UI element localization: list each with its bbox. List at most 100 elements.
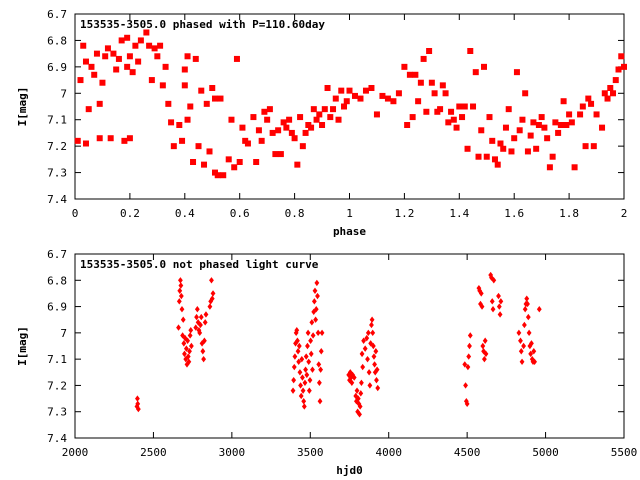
- data-point: [253, 159, 260, 165]
- x-tick-label: 1.2: [394, 207, 414, 220]
- data-point: [88, 63, 95, 70]
- data-point: [365, 355, 370, 363]
- data-point: [80, 42, 87, 49]
- data-point: [135, 400, 141, 408]
- data-point: [315, 329, 321, 337]
- data-point: [533, 145, 540, 152]
- data-point: [168, 119, 175, 126]
- data-point: [303, 353, 309, 360]
- data-point: [346, 87, 353, 94]
- data-point: [359, 350, 365, 358]
- data-point: [541, 124, 548, 131]
- data-point: [319, 122, 326, 128]
- y-axis-title: I[mag]: [16, 87, 29, 127]
- data-point: [124, 34, 131, 41]
- data-point: [318, 348, 324, 355]
- data-point: [295, 337, 300, 344]
- data-point: [312, 287, 318, 294]
- y-tick-label: 6.7: [47, 248, 67, 261]
- data-point: [233, 55, 240, 62]
- data-point: [305, 329, 311, 337]
- data-point: [298, 382, 303, 389]
- data-point: [165, 100, 172, 107]
- data-point: [303, 366, 308, 373]
- data-point: [521, 342, 527, 350]
- data-point: [478, 300, 483, 308]
- x-tick-label: 3500: [297, 446, 324, 459]
- data-point: [310, 366, 315, 373]
- data-point: [195, 143, 202, 150]
- data-point: [610, 90, 617, 97]
- data-point: [428, 79, 435, 86]
- data-point: [137, 37, 144, 44]
- x-tick-label: 1.6: [504, 207, 524, 220]
- data-point: [494, 161, 501, 168]
- data-point: [362, 87, 369, 94]
- data-point: [255, 127, 262, 134]
- data-point: [546, 164, 553, 171]
- data-point: [121, 137, 128, 144]
- data-point: [300, 387, 306, 394]
- data-point: [607, 85, 614, 91]
- data-point: [294, 161, 301, 168]
- data-point: [185, 337, 191, 344]
- data-point: [126, 135, 133, 142]
- data-point: [203, 100, 210, 107]
- data-point: [366, 369, 372, 376]
- data-point: [187, 332, 193, 339]
- data-point: [214, 172, 221, 179]
- data-point: [538, 114, 545, 121]
- data-point: [360, 363, 366, 371]
- x-axis-title: phase: [333, 225, 366, 238]
- data-point: [302, 129, 309, 136]
- data-point: [618, 53, 625, 60]
- data-point: [118, 37, 125, 44]
- data-point: [357, 411, 362, 418]
- x-tick-label: 4000: [375, 446, 402, 459]
- data-point: [181, 340, 187, 347]
- data-point: [353, 392, 359, 400]
- data-point: [209, 85, 216, 91]
- data-point: [536, 306, 542, 313]
- data-point: [500, 145, 507, 152]
- data-point: [579, 103, 586, 110]
- data-point: [296, 358, 302, 365]
- data-point: [162, 63, 169, 70]
- data-point: [552, 119, 559, 126]
- data-point: [129, 69, 136, 76]
- data-point: [481, 355, 487, 363]
- data-point: [187, 103, 194, 110]
- data-point: [313, 116, 320, 123]
- data-point: [318, 366, 324, 373]
- data-point: [102, 53, 109, 60]
- data-point: [463, 382, 468, 389]
- data-point: [368, 340, 374, 347]
- data-point: [599, 124, 606, 131]
- data-point: [300, 374, 305, 381]
- data-point: [198, 313, 204, 321]
- data-point: [532, 358, 537, 365]
- data-point: [478, 127, 485, 134]
- data-point: [298, 392, 304, 400]
- data-point: [82, 140, 89, 147]
- data-point: [338, 87, 345, 94]
- data-point: [311, 298, 317, 305]
- data-point: [231, 164, 238, 171]
- data-point: [107, 135, 114, 142]
- data-point: [519, 116, 526, 123]
- data-point: [316, 111, 323, 118]
- data-point: [374, 366, 380, 373]
- data-point: [324, 85, 331, 91]
- data-point: [301, 403, 307, 410]
- data-point: [286, 116, 293, 123]
- data-point: [508, 148, 515, 155]
- data-point: [527, 132, 534, 139]
- data-point: [375, 384, 381, 392]
- data-point: [187, 348, 192, 355]
- data-point: [194, 306, 200, 313]
- data-point: [308, 350, 314, 358]
- data-point: [555, 129, 562, 136]
- data-point: [450, 116, 457, 123]
- data-point: [459, 114, 466, 121]
- data-point: [202, 319, 208, 326]
